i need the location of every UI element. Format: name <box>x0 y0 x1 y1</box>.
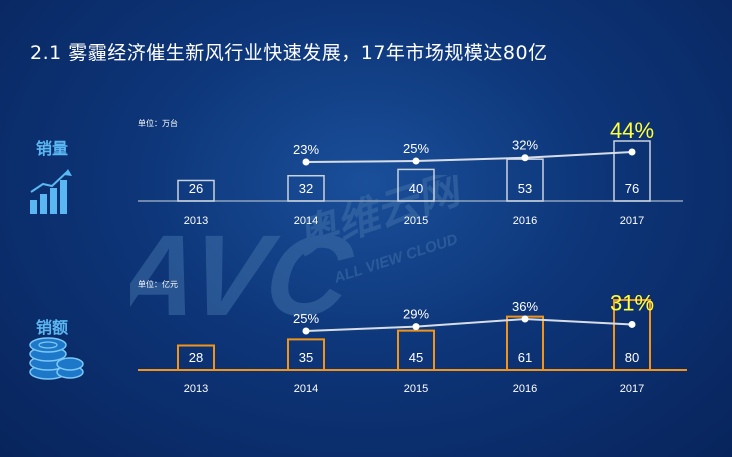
sales-volume-year-tick-label: 2013 <box>184 215 208 227</box>
sales-amount-growth-point <box>412 323 420 331</box>
sales-amount-value-label: 28 <box>189 350 203 365</box>
sales-amount-unit-label: 单位：亿元 <box>138 279 178 289</box>
page-title: 2.1 雾霾经济催生新风行业快速发展，17年市场规模达80亿 <box>30 42 548 64</box>
sales-volume-value-label: 76 <box>625 181 639 196</box>
sales-amount-year-tick-label: 2016 <box>513 383 537 395</box>
sales-amount-year-tick-label: 2015 <box>404 383 428 395</box>
sales-volume-growth-label: 23% <box>293 142 319 157</box>
sales-volume-growth-point <box>628 148 636 156</box>
avc-watermark-logo: AVC 奥维云网 ALL VIEW CLOUD <box>130 175 470 335</box>
sales-amount-value-label: 35 <box>299 350 313 365</box>
sales-amount-value-label: 61 <box>518 350 532 365</box>
sales-volume-growth-point <box>412 157 420 165</box>
sales-volume-growth-label: 44% <box>610 118 654 143</box>
sales-amount-growth-point <box>521 315 529 323</box>
sales-amount-growth-point <box>302 327 310 335</box>
sales-amount-growth-label: 36% <box>512 299 538 314</box>
sales-amount-bar <box>613 299 651 371</box>
sales-volume-growth-label: 32% <box>512 138 538 153</box>
sales-volume-bar <box>287 174 325 202</box>
sales-amount-year-tick-label: 2014 <box>294 383 318 395</box>
sales-volume-bar <box>177 179 215 202</box>
sales-volume-bar <box>397 168 435 202</box>
sales-volume-year-tick-label: 2017 <box>620 215 644 227</box>
sales-amount-value-label: 80 <box>625 350 639 365</box>
sales-volume-label: 销量 <box>36 139 69 158</box>
sales-volume-value-label: 32 <box>299 181 313 196</box>
sales-amount-growth-point <box>628 320 636 328</box>
sales-amount-bar <box>177 344 215 371</box>
sales-amount-bar <box>287 338 325 371</box>
sales-volume-unit-label: 单位：万台 <box>138 118 178 128</box>
coin-stack-icon <box>29 337 84 380</box>
sales-volume-growth-point <box>521 154 529 162</box>
sales-volume-growth-line <box>305 151 633 163</box>
sales-amount-growth-label: 29% <box>403 307 429 322</box>
sales-volume-value-label: 53 <box>518 181 532 196</box>
sales-amount-year-tick-label: 2017 <box>620 383 644 395</box>
sales-volume-year-tick-label: 2016 <box>513 215 537 227</box>
sales-volume-value-label: 26 <box>189 181 203 196</box>
sales-volume-growth-label: 25% <box>403 141 429 156</box>
rising-bar-chart-icon <box>30 169 72 214</box>
sales-volume-growth-point <box>302 158 310 166</box>
svg-text:AVC: AVC <box>130 212 361 335</box>
sales-amount-year-tick-label: 2013 <box>184 383 208 395</box>
sales-amount-growth-label: 25% <box>293 311 319 326</box>
sales-volume-value-label: 40 <box>409 181 423 196</box>
sales-volume-bar <box>613 140 651 202</box>
sales-volume-year-tick-label: 2014 <box>294 215 318 227</box>
sales-volume-year-tick-label: 2015 <box>404 215 428 227</box>
sales-amount-bar <box>397 329 435 371</box>
sales-amount-label: 销额 <box>36 318 69 337</box>
sales-amount-growth-label: 31% <box>610 290 654 315</box>
sales-amount-growth-line <box>305 317 633 332</box>
sales-amount-value-label: 45 <box>409 350 423 365</box>
